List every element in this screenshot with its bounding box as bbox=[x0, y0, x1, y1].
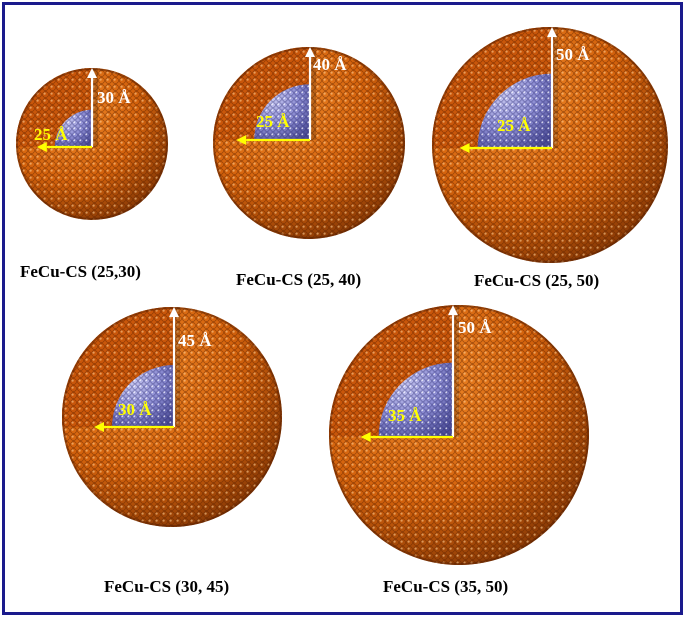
caption-p3: FeCu-CS (25, 50) bbox=[474, 271, 600, 290]
core-radius-label: 25 Å bbox=[34, 125, 68, 144]
particle-p2: 40 Å 25 Å bbox=[213, 47, 405, 239]
cutaway-section bbox=[329, 305, 459, 437]
core-radius-arrowhead bbox=[94, 422, 104, 432]
core-radius-label: 25 Å bbox=[256, 112, 290, 131]
caption-p1: FeCu-CS (25,30) bbox=[20, 262, 141, 281]
core-radius-arrowhead bbox=[36, 142, 47, 152]
core-radius-label: 30 Å bbox=[118, 400, 152, 419]
cutaway-section bbox=[213, 47, 316, 140]
core-radius-arrowhead bbox=[236, 135, 247, 145]
shell-radius-arrowhead bbox=[547, 27, 557, 38]
shell-radius-label: 45 Å bbox=[178, 331, 212, 350]
cutaway-section bbox=[16, 68, 98, 147]
particle-p1: 30 Å 25 Å bbox=[16, 68, 168, 220]
core-radius-arrowhead bbox=[360, 432, 371, 442]
cutaway-section bbox=[432, 27, 558, 148]
particle-p4: 45 Å 30 Å bbox=[62, 307, 282, 527]
shell-radius-label: 40 Å bbox=[313, 55, 347, 74]
shell-radius-arrowhead bbox=[305, 47, 315, 58]
shell-radius-label: 30 Å bbox=[97, 88, 131, 107]
core-atoms-texture bbox=[378, 362, 453, 437]
shell-radius-arrowhead bbox=[87, 68, 97, 78]
caption-p2: FeCu-CS (25, 40) bbox=[236, 270, 362, 289]
core-atoms-texture bbox=[54, 109, 92, 147]
shell-radius-arrowhead bbox=[448, 305, 458, 316]
core-radius-arrowhead bbox=[459, 143, 470, 153]
particle-p5: 50 Å 35 Å bbox=[329, 305, 589, 565]
caption-p5: FeCu-CS (35, 50) bbox=[383, 577, 509, 596]
core-atoms-texture bbox=[112, 365, 174, 427]
shell-radius-arrowhead bbox=[169, 307, 179, 318]
particle-p3: 50 Å 25 Å bbox=[432, 27, 668, 263]
shell-radius-label: 50 Å bbox=[556, 45, 590, 64]
shell-radius-label: 50 Å bbox=[458, 318, 492, 337]
core-atoms-texture bbox=[477, 73, 552, 148]
core-radius-label: 25 Å bbox=[497, 116, 531, 135]
core-radius-label: 35 Å bbox=[388, 406, 422, 425]
core-atoms-texture bbox=[254, 84, 310, 140]
caption-p4: FeCu-CS (30, 45) bbox=[104, 577, 230, 596]
